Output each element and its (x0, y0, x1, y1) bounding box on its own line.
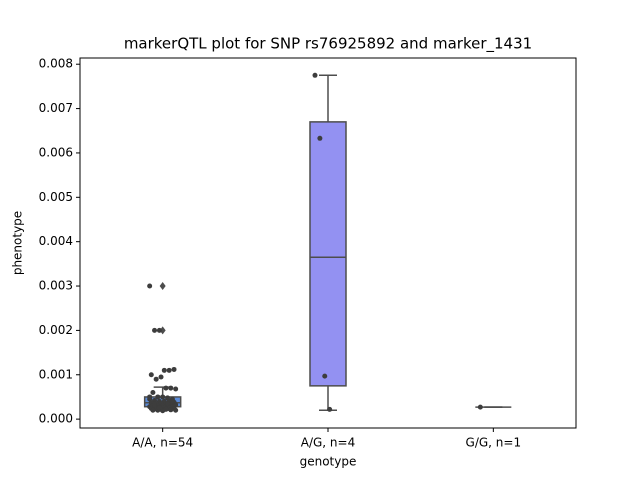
point (168, 407, 174, 413)
point (169, 398, 175, 404)
point (312, 72, 318, 78)
point (160, 408, 166, 414)
point (150, 390, 156, 396)
point (173, 407, 179, 413)
y-tick-label: 0.006 (39, 145, 73, 159)
point (166, 367, 172, 373)
x-tick-label: G/G, n=1 (466, 436, 522, 450)
point (168, 385, 174, 391)
point (152, 402, 158, 408)
y-tick-label: 0.002 (39, 323, 73, 337)
point (147, 283, 153, 289)
point (173, 386, 179, 392)
y-tick-label: 0.008 (39, 57, 73, 71)
point (171, 366, 177, 372)
y-tick-label: 0.007 (39, 101, 73, 115)
point (147, 394, 153, 400)
point (163, 385, 169, 391)
y-tick-label: 0.004 (39, 234, 73, 248)
outlier (159, 282, 166, 291)
point (153, 376, 159, 382)
point (477, 404, 483, 410)
point (160, 394, 166, 400)
y-axis-label: phenotype (11, 211, 25, 275)
x-tick-label: A/G, n=4 (301, 436, 355, 450)
point (155, 394, 161, 400)
chart-title: markerQTL plot for SNP rs76925892 and ma… (124, 35, 532, 54)
point (148, 372, 154, 378)
y-tick-label: 0.005 (39, 190, 73, 204)
point (165, 401, 171, 407)
point (152, 327, 158, 333)
x-tick-label: A/A, n=54 (132, 436, 193, 450)
point (150, 407, 156, 413)
point (156, 405, 162, 411)
point (327, 406, 333, 412)
plot-frame (79, 57, 577, 429)
point (322, 373, 328, 379)
outlier (159, 326, 166, 335)
point (158, 374, 164, 380)
y-tick-label: 0.001 (39, 367, 73, 381)
y-tick-label: 0.000 (39, 412, 73, 426)
y-tick-label: 0.003 (39, 279, 73, 293)
x-axis-label: genotype (300, 455, 357, 469)
point (161, 367, 167, 373)
point (317, 135, 323, 141)
box (309, 121, 347, 387)
point (156, 327, 162, 333)
